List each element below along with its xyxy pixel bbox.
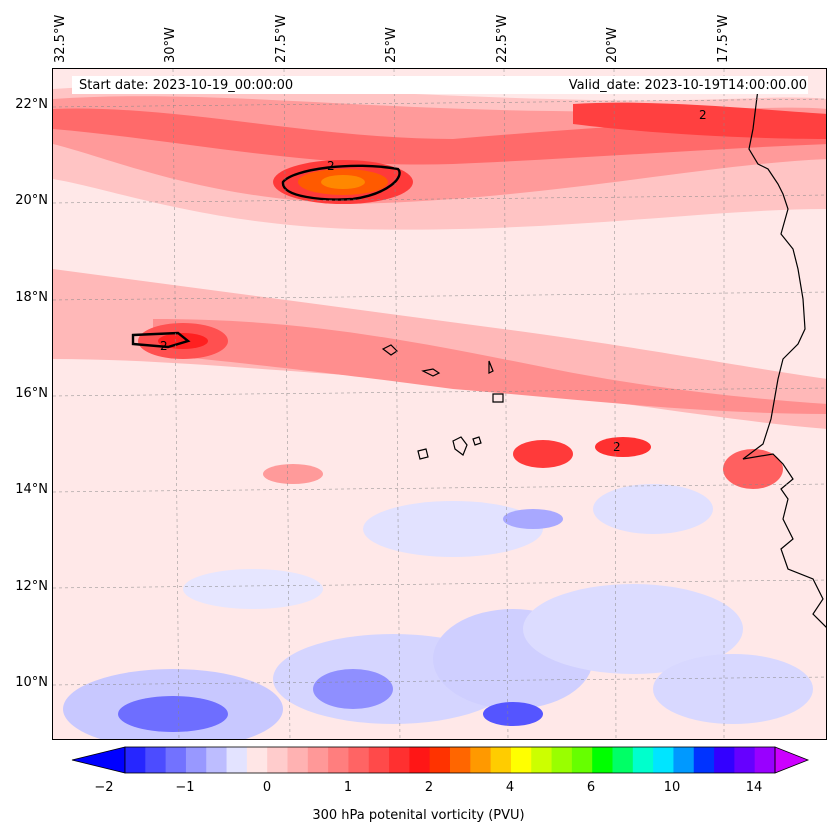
high-pv-band [53,85,826,230]
colorbar-cell [754,747,776,773]
contour-label: 2 [327,159,335,173]
colorbar-cell [185,747,207,773]
colorbar-tick-label: 10 [663,780,681,795]
colorbar-extend-min [71,746,126,774]
pv-field-map: 2 2 2 2 [53,69,826,739]
colorbar-cell [531,747,553,773]
lon-tick-label: 20°W [605,27,620,63]
colorbar-cell [571,747,593,773]
colorbar-cell [490,747,512,773]
colorbar-cell [226,747,248,773]
lat-tick-label: 16°N [15,386,48,401]
colorbar-tick-label: 2 [424,780,434,795]
coastline [381,88,826,628]
graticule [53,69,826,739]
pv-contour-2 [131,164,401,349]
colorbar-cell [734,747,756,773]
colorbar-cell [287,747,309,773]
header-bar [72,76,808,94]
colorbar-cell [246,747,268,773]
lat-tick-label: 14°N [15,482,48,497]
colorbar-cell [389,747,410,773]
colorbar-cell [429,747,451,773]
lon-tick-label: 17.5°W [716,14,731,63]
colorbar-cell [348,747,370,773]
colorbar-cell [653,747,674,773]
lon-tick-label: 22.5°W [495,14,510,63]
lat-tick-label: 10°N [15,675,48,690]
negative-pv-region [63,484,813,739]
colorbar-label: 300 hPa potenital vorticity (PVU) [312,808,525,823]
colorbar-cell [551,747,573,773]
colorbar-cell [714,747,735,773]
lat-tick-label: 20°N [15,193,48,208]
colorbar-cell [145,747,167,773]
start-date-label: Start date: 2023-10-19_00:00:00 [79,78,294,93]
colorbar-tick-label: 1 [343,780,353,795]
contour-label: 2 [160,339,168,353]
lon-tick-label: 25°W [384,27,399,63]
contour-labels: 2 2 2 2 [160,108,707,454]
colorbar-frame [124,746,776,774]
colorbar-cell [450,747,471,773]
lon-tick-label: 32.5°W [53,14,68,63]
lat-tick-label: 22°N [15,97,48,112]
valid-date-label: Valid_date: 2023-10-19T14:00:00.00 [568,78,807,93]
colorbar-cell [470,747,492,773]
colorbar-cell [206,747,228,773]
colorbar-tick-label: −1 [175,780,195,795]
colorbar-cell [632,747,654,773]
colorbar-cell [267,747,288,773]
colorbar-cell [165,747,187,773]
colorbar-extend-max [774,746,810,774]
colorbar-cell [510,747,532,773]
colorbar-cell [328,747,349,773]
colorbar-cell [592,747,613,773]
colorbar-cell [693,747,715,773]
colorbar-cell [307,747,329,773]
lon-tick-label: 27.5°W [274,14,289,63]
colorbar-cell [409,747,431,773]
contour-label: 2 [699,108,707,122]
lon-tick-label: 30°W [163,27,178,63]
colorbar-tick-label: 14 [745,780,763,795]
colorbar-cell [125,747,146,773]
colorbar-cell [368,747,390,773]
contour-label: 2 [613,440,621,454]
colorbar [71,746,810,774]
colorbar-cell [612,747,634,773]
lat-tick-label: 18°N [15,290,48,305]
lat-tick-label: 12°N [15,579,48,594]
colorbar-tick-label: 6 [586,780,596,795]
colorbar-cells [71,746,810,774]
colorbar-cell [673,747,695,773]
map-panel: 2 2 2 2 [52,68,827,740]
colorbar-tick-label: 4 [505,780,515,795]
colorbar-tick-label: −2 [94,780,114,795]
colorbar-tick-label: 0 [262,780,272,795]
